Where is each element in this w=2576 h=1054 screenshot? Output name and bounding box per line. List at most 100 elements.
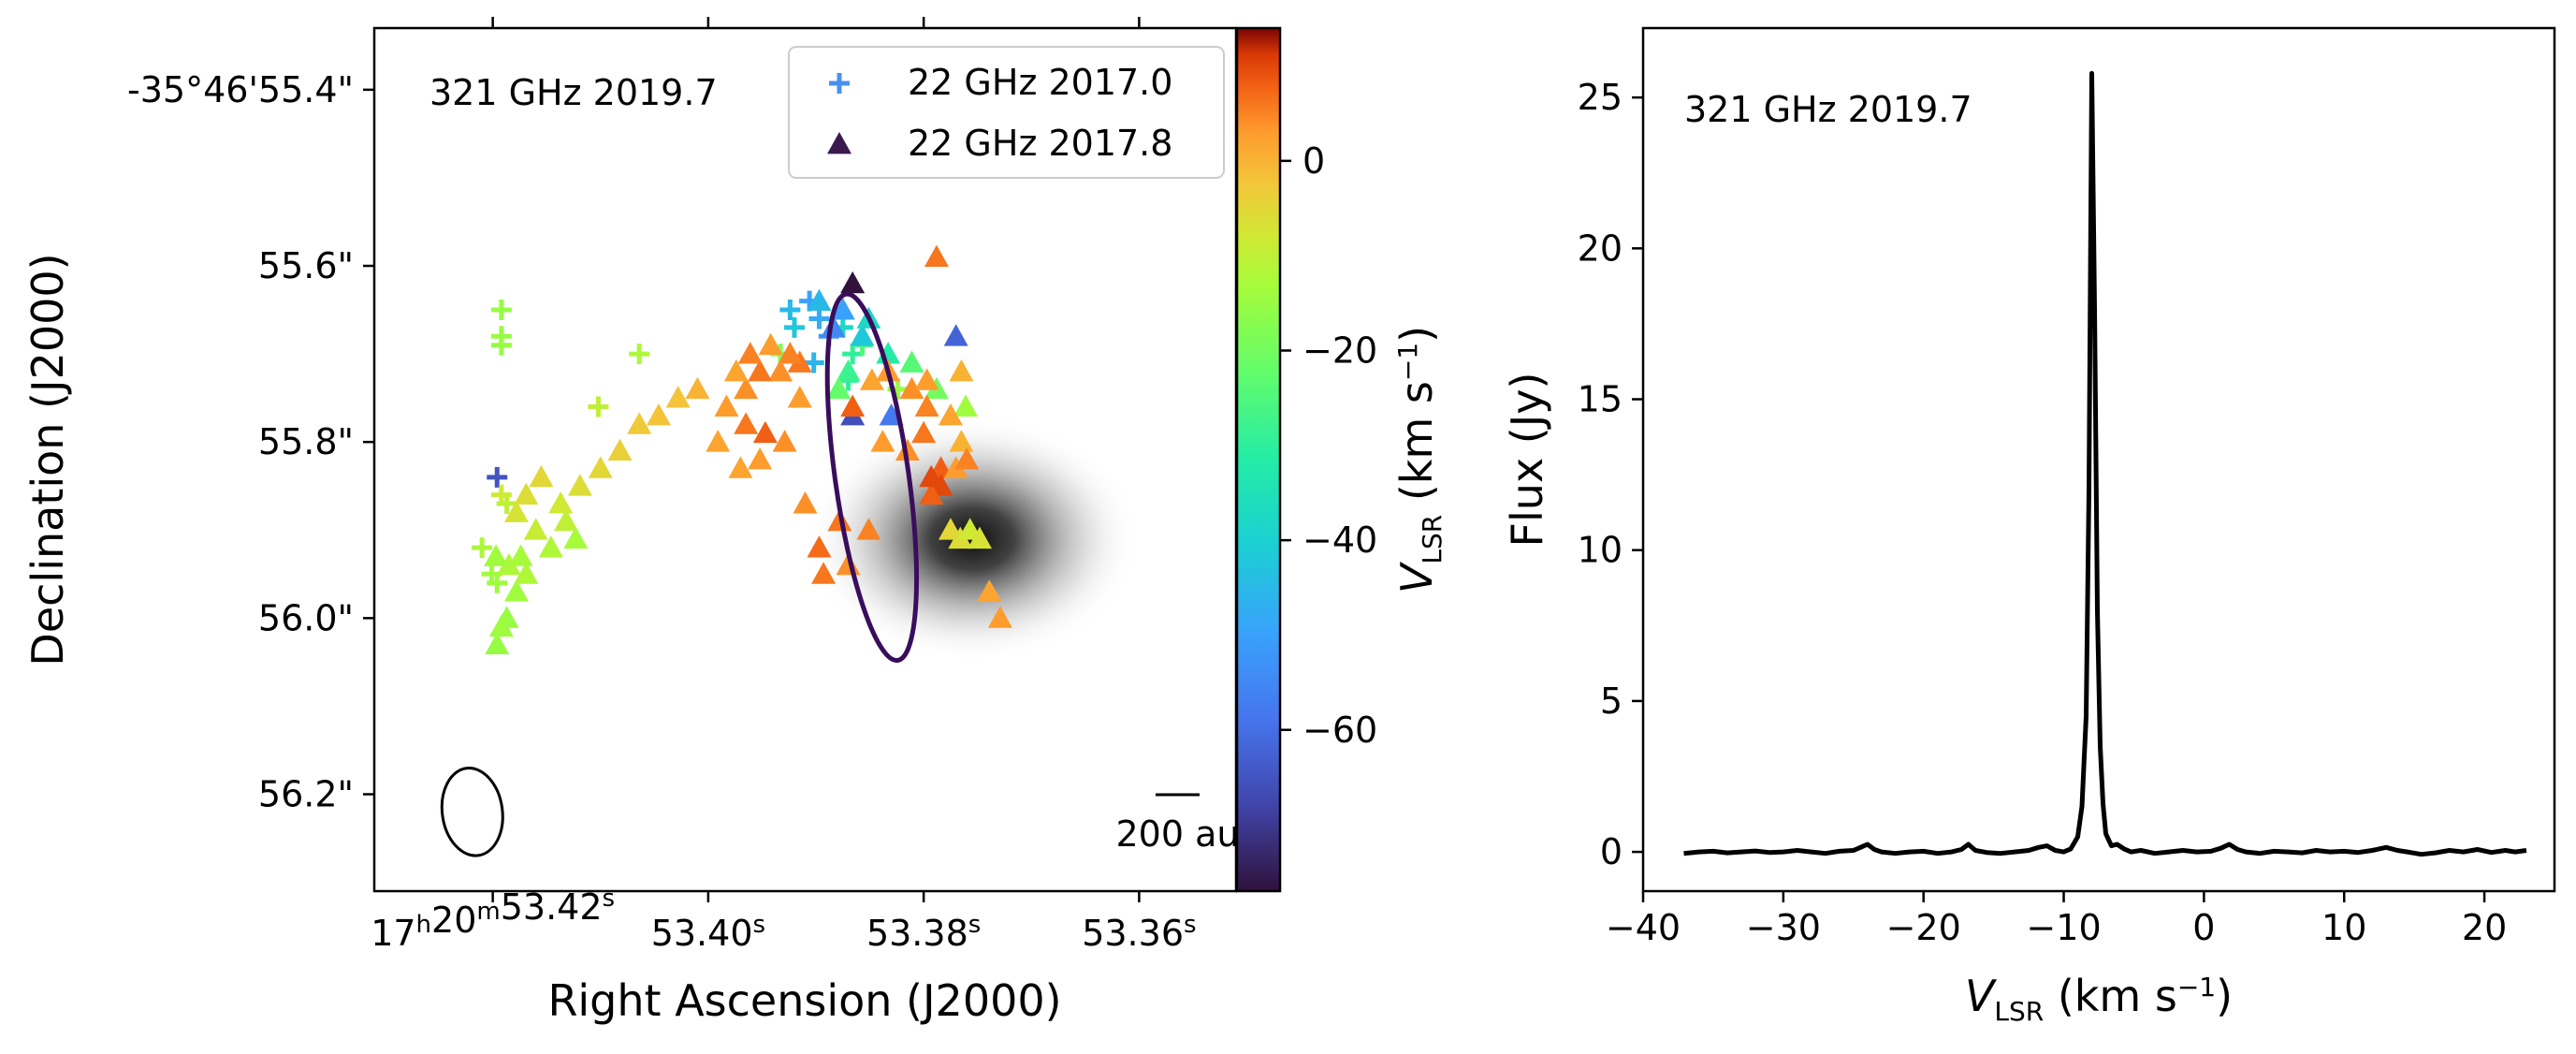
- beam-ellipse: [440, 767, 504, 857]
- right-axis-ticks: −40 −30 −20 −10 0 10 20 0 5 10 15 20 25: [1578, 77, 2508, 948]
- triangle-marker: [859, 368, 884, 390]
- y-tick-label: 5: [1600, 681, 1623, 722]
- legend-label-2017-0: 22 GHz 2017.0: [908, 62, 1172, 103]
- triangle-marker: [567, 474, 592, 496]
- scale-bar-label: 200 au: [1115, 813, 1239, 855]
- triangle-marker: [850, 324, 875, 346]
- plus-marker: [588, 396, 609, 417]
- triangle-marker: [968, 526, 993, 549]
- triangle-marker: [807, 535, 832, 558]
- y-tick-label: 10: [1578, 530, 1623, 571]
- triangle-marker: [737, 342, 763, 364]
- triangle-marker: [523, 518, 548, 540]
- triangle-marker: [488, 614, 514, 637]
- triangle-marker: [895, 438, 920, 461]
- triangle-marker: [899, 350, 924, 373]
- triangle-marker: [778, 342, 803, 364]
- triangle-marker: [943, 324, 968, 346]
- triangle-marker: [826, 376, 851, 400]
- y-tick-label: 55.8": [258, 421, 354, 462]
- triangle-marker: [588, 456, 613, 478]
- triangle-marker: [496, 552, 521, 576]
- y-tick-label: -35°46'55.4": [127, 69, 354, 110]
- triangle-marker: [919, 482, 944, 505]
- plus-marker: [487, 572, 508, 593]
- triangle-marker: [752, 420, 778, 444]
- triangle-marker: [954, 447, 980, 470]
- triangle-marker: [714, 394, 739, 417]
- legend-plus-marker: [829, 73, 850, 94]
- right-panel-annotation: 321 GHz 2019.7: [1684, 89, 1972, 130]
- triangle-marker: [807, 288, 832, 312]
- right-axes-frame: [1641, 26, 2556, 893]
- triangle-marker: [728, 456, 753, 478]
- triangle-marker: [607, 438, 633, 461]
- y-tick-label: 25: [1578, 77, 1623, 118]
- triangle-marker: [856, 518, 881, 540]
- triangle-marker: [734, 412, 759, 434]
- triangle-marker: [870, 430, 895, 452]
- plus-marker: [496, 493, 517, 515]
- triangle-marker: [840, 394, 866, 417]
- y-tick-label: 20: [1578, 227, 1623, 269]
- right-xlabel-units: (km s: [2044, 971, 2177, 1021]
- triangle-marker: [836, 359, 861, 382]
- plus-marker: [490, 334, 512, 356]
- triangle-marker: [484, 544, 509, 566]
- triangle-marker: [949, 359, 974, 382]
- plus-marker: [472, 537, 493, 559]
- triangle-marker: [914, 394, 939, 417]
- triangle-marker: [811, 562, 837, 584]
- triangle-marker: [938, 403, 963, 426]
- triangle-marker: [538, 535, 563, 558]
- legend: 22 GHz 2017.0 22 GHz 2017.8: [788, 46, 1225, 179]
- triangle-marker: [911, 420, 937, 444]
- x-tick-label: −30: [1746, 907, 1821, 948]
- right-xlabel-main: V: [1965, 971, 1998, 1021]
- left-axis-ticks: 17h20m53.42s 53.40s 53.38s 53.36s -35°46'55.…: [127, 17, 1197, 954]
- colorbar-label-sub: LSR: [1417, 515, 1448, 564]
- triangle-marker: [821, 315, 846, 338]
- maser-markers: [472, 244, 1012, 654]
- triangle-marker: [768, 359, 793, 382]
- legend-plus-glyph: [829, 73, 850, 94]
- triangle-marker: [977, 579, 1002, 602]
- right-xlabel-exp: −1: [2177, 972, 2216, 1003]
- triangle-marker: [514, 562, 539, 584]
- triangle-marker: [685, 376, 710, 400]
- triangle-marker: [914, 368, 939, 390]
- right-xlabel-sub: LSR: [1994, 996, 2044, 1027]
- x-tick-label: 53.40s: [651, 911, 765, 954]
- colorbar-tick-label: −60: [1303, 710, 1377, 751]
- x-tick-label: 53.36s: [1082, 911, 1196, 954]
- triangle-marker: [748, 359, 773, 382]
- plus-marker: [490, 300, 512, 321]
- triangle-marker: [772, 430, 797, 452]
- legend-triangle-marker: [827, 132, 851, 154]
- x-tick-label: −40: [1606, 907, 1681, 948]
- right-panel: −40 −30 −20 −10 0 10 20 0 5 10 15 20 25 321 GHz 2019…: [1502, 26, 2556, 1027]
- left-xlabel: Right Ascension (J2000): [547, 975, 1061, 1026]
- colorbar-label-units: (km s: [1391, 381, 1442, 515]
- triangle-marker: [665, 386, 691, 408]
- right-ylabel: Flux (Jy): [1502, 373, 1552, 548]
- triangle-marker: [748, 447, 773, 470]
- triangle-marker: [646, 403, 671, 426]
- colorbar-label-exp: −1: [1392, 343, 1423, 381]
- triangle-marker: [949, 430, 974, 452]
- colorbar: 0 −20 −40 −60 VLSR (km s−1): [1235, 26, 1448, 893]
- triangle-marker: [787, 386, 812, 408]
- left-ylabel: Declination (J2000): [22, 253, 73, 666]
- colorbar-gradient: [1235, 26, 1282, 893]
- triangle-marker: [548, 491, 574, 514]
- spectrum-line: [1683, 70, 2527, 857]
- legend-triangle-glyph: [827, 132, 851, 154]
- triangle-marker: [723, 359, 749, 382]
- y-tick-label: 56.2": [258, 774, 354, 815]
- y-tick-label: 0: [1600, 831, 1623, 872]
- colorbar-ticks: 0 −20 −40 −60: [1280, 140, 1377, 751]
- plus-marker: [808, 308, 830, 329]
- triangle-marker: [514, 482, 539, 505]
- right-xlabel-close: ): [2216, 971, 2233, 1021]
